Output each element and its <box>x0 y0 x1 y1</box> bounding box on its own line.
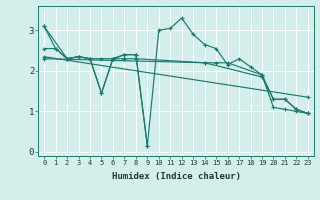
X-axis label: Humidex (Indice chaleur): Humidex (Indice chaleur) <box>111 172 241 181</box>
